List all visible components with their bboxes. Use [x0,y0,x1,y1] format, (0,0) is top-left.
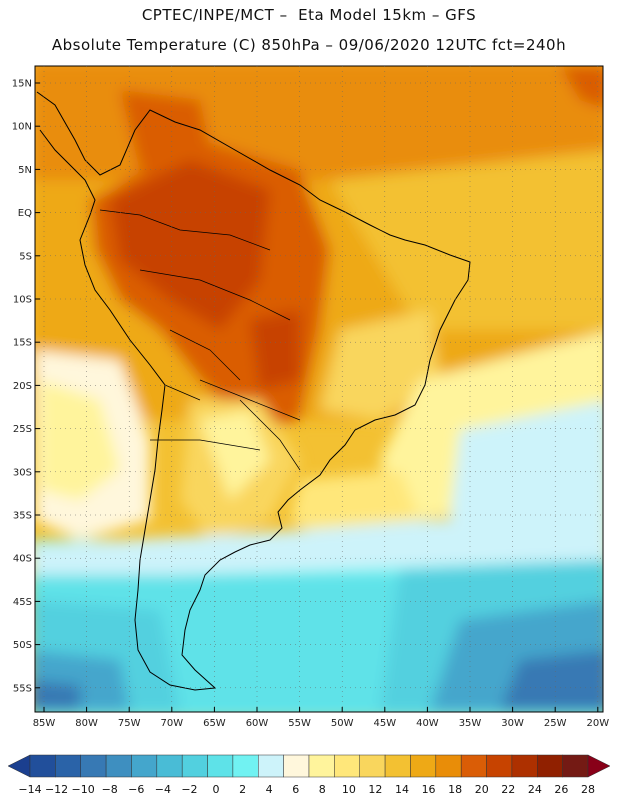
colorbar-label: 12 [368,783,382,796]
lon-tick-label: 50W [331,718,354,729]
lon-tick-label: 85W [33,718,56,729]
colorbar-label: −8 [102,783,118,796]
country-borders [99,209,301,471]
lon-tick-label: 35W [459,718,482,729]
map-frame [34,65,604,713]
lon-tick-label: 30W [501,718,524,729]
colorbar-label: 4 [266,783,273,796]
lon-tick-label: 60W [246,718,269,729]
lon-tick-label: 70W [160,718,183,729]
colorbar-label: 0 [213,783,220,796]
colorbar-label: 28 [581,783,595,796]
lat-tick-label: 10N [12,122,32,133]
colorbar-swatch [486,754,513,778]
lon-tick-label: 55W [288,718,311,729]
colorbar-over-triangle [587,754,611,778]
colorbar-label: 6 [292,783,299,796]
lat-tick-label: 50S [13,640,32,651]
lat-tick-label: 55S [13,683,32,694]
lon-tick-label: 25W [544,718,567,729]
colorbar-swatch [435,754,462,778]
colorbar-label: 20 [475,783,489,796]
colorbar-label: −14 [18,783,41,796]
lat-tick-label: 30S [13,467,32,478]
lat-tick-label: 5S [19,251,32,262]
colorbar-swatch [156,754,183,778]
colorbar-label: 24 [528,783,542,796]
latitude-labels: 15N 10N 5N EQ 5S 10S 15S 20S 25S 30S 35S 40S 45S 50S 5… [12,79,32,695]
colorbar-label: 8 [319,783,326,796]
map-subtitle: Absolute Temperature (C) 850hPa – 09/06/… [51,36,567,54]
colorbar-swatch [258,754,284,778]
colorbar-swatch [131,754,158,778]
lat-tick-label: 10S [13,295,32,306]
lat-tick-label: 20S [13,381,32,392]
colorbar-swatch [181,754,208,778]
colorbar-swatch [511,754,538,778]
lon-tick-label: 75W [118,718,141,729]
lon-tick-label: 20W [586,718,609,729]
lon-tick-label: 80W [75,718,98,729]
longitude-labels: 85W 80W 75W 70W 65W 60W 55W 50W 45W 40W 35W 30W 25W 2… [33,718,610,729]
colorbar-swatch [29,754,56,778]
colorbar-label: −12 [45,783,68,796]
lat-tick-label: 25S [13,424,32,435]
colorbar-label: −6 [128,783,144,796]
colorbar-label: 22 [501,783,515,796]
colorbar-label: −2 [181,783,197,796]
colorbar-swatch [308,754,335,778]
lat-tick-label: 45S [13,597,32,608]
lat-tick-label: 15N [12,79,32,90]
colorbar-swatch [283,754,310,778]
colorbar-under-triangle [7,754,31,778]
colorbar-swatch [384,754,411,778]
colorbar-label: −4 [155,783,171,796]
colorbar-label: 2 [239,783,246,796]
colorbar-swatch [207,754,234,778]
colorbar-label: 26 [554,783,568,796]
colorbar-swatch [55,754,81,778]
lon-tick-label: 45W [373,718,396,729]
colorbar-swatch [359,754,386,778]
colorbar-label: −10 [72,783,95,796]
lat-tick-label: 5N [18,165,32,176]
graticule [35,66,603,712]
colorbar-label: 18 [448,783,462,796]
lat-tick-label: 15S [13,338,32,349]
temperature-field [35,66,603,712]
colorbar-swatch [334,754,360,778]
colorbar-swatch [460,754,487,778]
colorbar-label: 14 [395,783,409,796]
colorbar-swatch [537,754,563,778]
colorbar-label: 16 [422,783,436,796]
lat-tick-label: 35S [13,511,32,522]
colorbar-swatch [562,754,589,778]
lon-tick-label: 65W [203,718,226,729]
lon-tick-label: 40W [416,718,439,729]
colorbar-labels: −14 −12 −10 −8 −6 −4 −2 0 2 4 6 8 10 12 14 16 18 20 22 24 26… [18,783,595,796]
colorbar [7,754,611,778]
colorbar-swatch [105,754,132,778]
lat-tick-label: 40S [13,554,32,565]
map-title: CPTEC/INPE/MCT – Eta Model 15km – GFS [141,6,477,24]
lat-tick-label: EQ [18,208,32,219]
colorbar-swatch [80,754,107,778]
colorbar-label: 10 [342,783,356,796]
colorbar-swatch [410,754,437,778]
colorbar-swatch [232,754,259,778]
